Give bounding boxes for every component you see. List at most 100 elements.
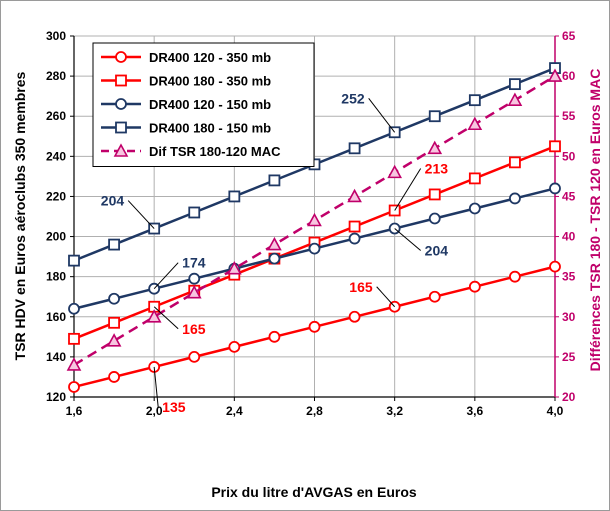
data-point-2 — [188, 272, 201, 285]
data-label-text: 165 — [182, 321, 206, 337]
data-point-2 — [268, 252, 281, 265]
leader-line — [394, 168, 422, 211]
leader-line — [394, 228, 421, 251]
x-tick-label: 2,8 — [306, 404, 323, 418]
y-tick-label: 280 — [46, 69, 66, 83]
data-label: 174 — [153, 255, 206, 290]
data-label: 213 — [394, 160, 449, 211]
legend-swatch-marker — [115, 98, 127, 110]
legend-swatch-marker — [115, 121, 127, 134]
data-point-3 — [428, 110, 441, 123]
legend-label: DR400 120 - 150 mb — [149, 97, 271, 112]
data-point-0 — [188, 350, 201, 363]
x-tick-label: 4,0 — [547, 404, 564, 418]
data-point-2 — [68, 302, 80, 315]
y2-tick-label: 20 — [562, 390, 576, 404]
data-point-0 — [108, 371, 120, 383]
legend-entry: Dif TSR 180-120 MAC — [101, 143, 281, 159]
data-point-0 — [468, 280, 481, 293]
data-point-3 — [509, 78, 521, 91]
data-point-0 — [428, 290, 441, 303]
legend-entry: DR400 120 - 150 mb — [101, 97, 271, 112]
data-point-2 — [549, 182, 561, 195]
data-label: 204 — [101, 193, 155, 229]
data-point-4 — [467, 116, 483, 131]
data-point-0 — [348, 310, 361, 323]
series-4 — [66, 68, 563, 371]
leader-line — [153, 306, 179, 330]
data-point-1 — [348, 220, 361, 233]
data-point-1 — [509, 156, 521, 169]
data-label-text: 204 — [425, 243, 449, 259]
annotations: 135 165 165 213 174 204 204 252 — [101, 90, 448, 415]
series-0 — [68, 260, 561, 393]
y-axis-label: TSR HDV en Euros aéroclubs 350 membres — [12, 71, 28, 360]
legend-label: DR400 120 - 350 mb — [149, 50, 271, 65]
data-label: 165 — [153, 306, 206, 337]
data-point-3 — [468, 94, 481, 107]
data-point-4 — [347, 188, 362, 203]
legend-label: Dif TSR 180-120 MAC — [149, 144, 281, 159]
y-tick-label: 200 — [46, 230, 66, 244]
data-point-2 — [509, 192, 521, 205]
data-point-0 — [308, 320, 321, 333]
data-label: 165 — [349, 279, 396, 308]
data-point-4 — [186, 285, 202, 299]
data-point-1 — [68, 332, 80, 345]
y2-tick-label: 60 — [562, 69, 576, 83]
y-tick-label: 140 — [46, 350, 66, 364]
y2-axis-label: Différences TSR 180 - TSR 120 en Euros M… — [587, 69, 603, 372]
y2-tick-label: 55 — [562, 109, 576, 123]
data-point-0 — [68, 381, 80, 393]
data-point-4 — [307, 212, 322, 227]
x-tick-label: 3,6 — [466, 404, 483, 418]
y-tick-label: 300 — [46, 29, 66, 43]
data-point-4 — [106, 333, 122, 347]
data-point-3 — [268, 174, 281, 187]
data-point-3 — [188, 206, 201, 219]
y-tick-label: 220 — [46, 189, 66, 203]
leader-line — [153, 262, 179, 290]
data-point-3 — [108, 238, 120, 251]
leader-line — [376, 286, 396, 308]
data-point-2 — [308, 242, 321, 255]
legend-swatch-marker — [115, 51, 127, 63]
data-point-2 — [348, 232, 361, 245]
data-point-4 — [66, 357, 82, 371]
y-tick-label: 240 — [46, 149, 66, 163]
data-point-1 — [108, 316, 120, 329]
data-point-4 — [146, 309, 162, 323]
x-tick-label: 2,4 — [226, 404, 243, 418]
data-point-0 — [549, 260, 561, 273]
x-tick-label: 2,0 — [146, 404, 163, 418]
data-point-0 — [228, 340, 241, 353]
data-point-2 — [428, 212, 441, 225]
data-point-4 — [547, 68, 563, 82]
data-point-1 — [549, 140, 561, 153]
legend-entry: DR400 180 - 350 mb — [101, 74, 271, 89]
legend-entry: DR400 180 - 150 mb — [101, 121, 271, 136]
data-point-2 — [468, 202, 481, 215]
data-point-3 — [228, 190, 241, 203]
data-point-1 — [428, 188, 441, 201]
data-label-text: 165 — [349, 279, 373, 295]
legend-swatch-marker — [115, 74, 127, 87]
y2-tick-label: 50 — [562, 149, 576, 163]
data-point-4 — [507, 92, 523, 106]
y2-tick-label: 40 — [562, 230, 576, 244]
data-label-text: 213 — [425, 160, 449, 176]
y-tick-label: 160 — [46, 310, 66, 324]
y-tick-label: 260 — [46, 109, 66, 123]
data-point-4 — [267, 236, 282, 251]
data-point-0 — [268, 330, 281, 343]
data-label-text: 135 — [162, 399, 186, 415]
data-label: 252 — [341, 90, 396, 133]
data-point-4 — [387, 164, 403, 179]
data-label: 135 — [153, 366, 186, 415]
y2-tick-label: 25 — [562, 350, 576, 364]
x-axis-label: Prix du litre d'AVGAS en Euros — [211, 484, 417, 500]
data-point-3 — [68, 254, 80, 267]
data-label-text: 204 — [101, 193, 125, 209]
x-tick-label: 3,2 — [386, 404, 403, 418]
